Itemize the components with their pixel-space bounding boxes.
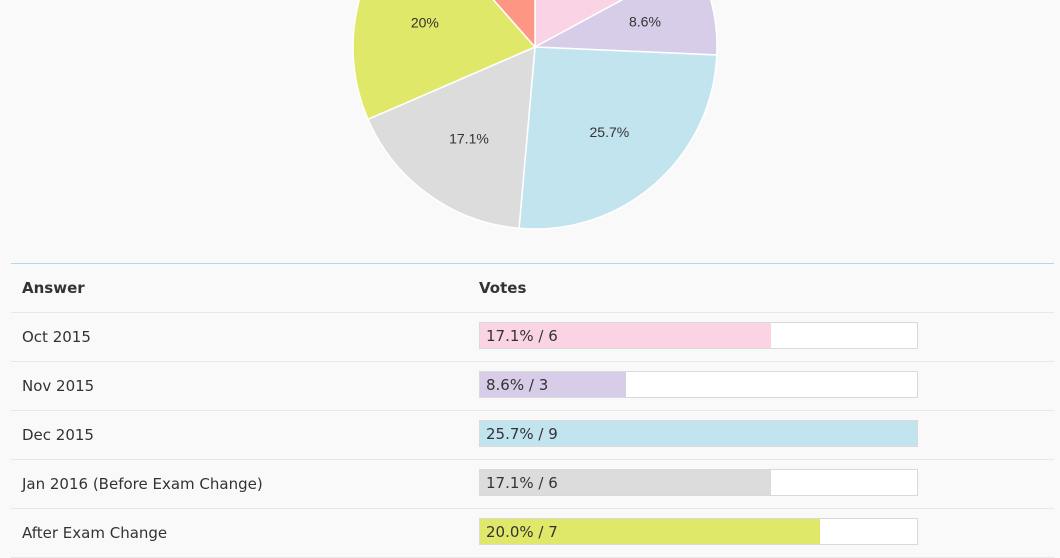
vote-bar: 20.0% / 7: [479, 518, 918, 545]
vote-bar: 17.1% / 6: [479, 469, 918, 496]
vote-bar-fill: [480, 421, 917, 446]
answer-label: Dec 2015: [22, 426, 94, 444]
pie-slice[interactable]: [366, 45, 536, 230]
answer-label: Jan 2016 (Before Exam Change): [22, 475, 263, 493]
table-row: Jan 2016 (Before Exam Change) 17.1% / 6: [11, 460, 1054, 509]
results-table: Answer Votes Oct 2015 17.1% / 6 Nov 2015 8.…: [11, 263, 1054, 558]
vote-bar-fill: [480, 470, 771, 495]
answer-label: After Exam Change: [22, 524, 168, 542]
vote-bar-text: 25.7% / 9: [486, 424, 558, 443]
pie-slice-label: 25.7%: [590, 124, 630, 140]
votes-column-header: Votes: [479, 279, 527, 297]
vote-bar-fill: [480, 372, 627, 397]
table-body: Oct 2015 17.1% / 6 Nov 2015 8.6% / 3 Dec 201…: [11, 313, 1054, 558]
pie-slice-label: 20%: [411, 14, 439, 30]
vote-bar-text: 17.1% / 6: [486, 326, 558, 345]
vote-bar: 25.7% / 9: [479, 420, 918, 447]
vote-bar-text: 8.6% / 3: [486, 375, 549, 394]
vote-bar: 17.1% / 6: [479, 322, 918, 349]
vote-bar-fill: [480, 323, 771, 348]
pie-chart-svg: 8.6% 25.7% 17.1% 20%: [352, 0, 718, 230]
pie-slice[interactable]: [532, 0, 718, 56]
pie-slice-label: 17.1%: [449, 130, 489, 146]
table-row: After Exam Change 20.0% / 7: [11, 509, 1054, 558]
vote-bar-text: 17.1% / 6: [486, 473, 558, 492]
table-row: Nov 2015 8.6% / 3: [11, 362, 1054, 411]
pie-chart: 8.6% 25.7% 17.1% 20%: [0, 0, 1060, 250]
vote-bar-text: 20.0% / 7: [486, 522, 558, 541]
pie-slice[interactable]: [534, 0, 695, 49]
pie-slice[interactable]: [415, 0, 536, 49]
pie-slice[interactable]: [352, 0, 537, 121]
pie-slice-label: 8.6%: [629, 14, 661, 30]
vote-bar: 8.6% / 3: [479, 371, 918, 398]
answer-label: Nov 2015: [22, 377, 95, 395]
answer-column-header: Answer: [22, 279, 85, 297]
answer-label: Oct 2015: [22, 328, 91, 346]
table-row: Dec 2015 25.7% / 9: [11, 411, 1054, 460]
table-row: Oct 2015 17.1% / 6: [11, 313, 1054, 362]
pie-slice[interactable]: [518, 46, 718, 230]
table-header-row: Answer Votes: [11, 264, 1054, 313]
